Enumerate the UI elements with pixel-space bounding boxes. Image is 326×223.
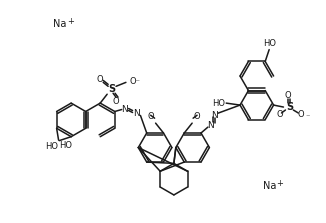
Text: Na: Na xyxy=(263,181,276,191)
Text: HO: HO xyxy=(212,99,225,108)
Text: +: + xyxy=(276,179,283,188)
Text: HO: HO xyxy=(263,39,276,48)
Text: O: O xyxy=(276,110,283,120)
Text: O: O xyxy=(193,112,200,121)
Text: S: S xyxy=(109,84,116,94)
Text: N: N xyxy=(121,105,128,114)
Text: N: N xyxy=(208,121,214,130)
Text: +: + xyxy=(67,17,74,26)
Text: HO: HO xyxy=(60,141,73,150)
Text: HO: HO xyxy=(45,142,58,151)
Text: S: S xyxy=(286,102,293,112)
Text: N: N xyxy=(212,111,218,120)
Text: ⁻: ⁻ xyxy=(305,112,310,122)
Text: N: N xyxy=(133,109,140,118)
Text: O: O xyxy=(298,110,304,120)
Text: O: O xyxy=(97,75,104,84)
Text: O⁻: O⁻ xyxy=(130,77,141,86)
Text: O: O xyxy=(284,91,291,100)
Text: Na: Na xyxy=(53,19,67,29)
Text: O: O xyxy=(148,112,155,121)
Text: O: O xyxy=(113,97,119,106)
